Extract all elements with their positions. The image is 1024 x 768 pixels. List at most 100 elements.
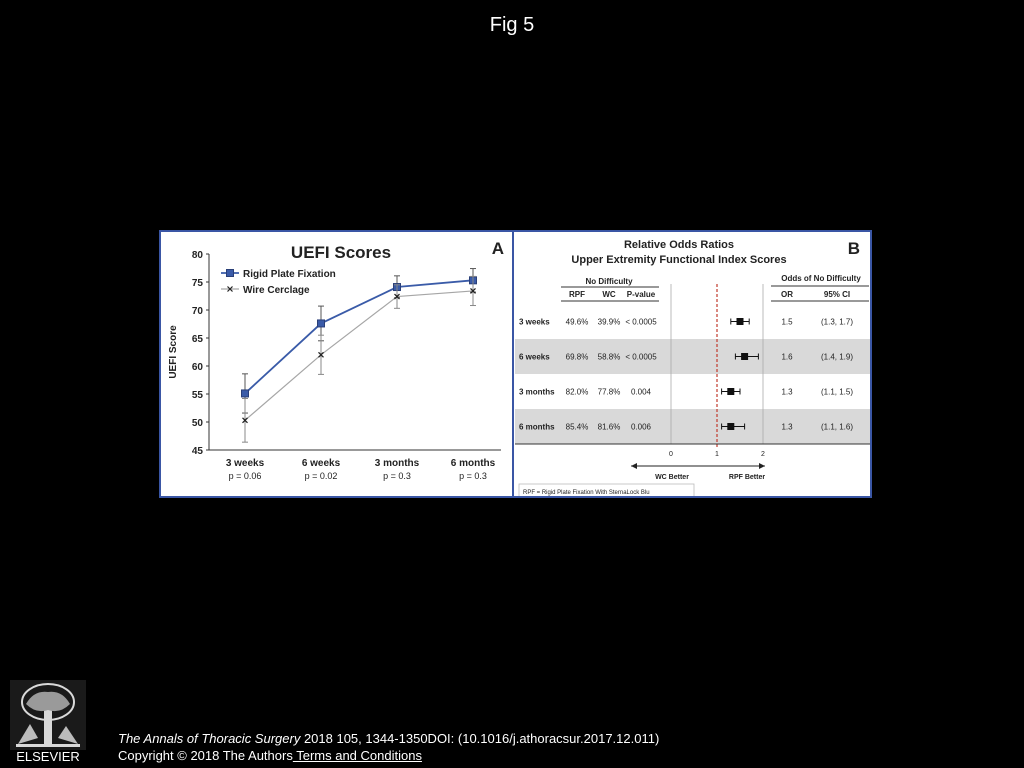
row-label: 3 months (519, 388, 555, 397)
panel-b-odds-ratio-table: Relative Odds Ratios Upper Extremity Func… (515, 239, 870, 496)
row-label: 3 weeks (519, 318, 550, 327)
forest-tick-label: 1 (715, 451, 719, 458)
cell-p-value: 0.006 (631, 423, 652, 432)
footnotes-box (518, 483, 695, 496)
data-point-wire-cerclage (394, 293, 400, 300)
cell-wc: 39.9% (598, 318, 621, 327)
copyright-text: Copyright © 2018 The Authors (118, 748, 293, 763)
chart-a-y-tick-label: 75 (192, 278, 204, 289)
chart-a-y-axis-label: UEFI Score (168, 325, 179, 379)
chart-a-y-tick-label: 50 (192, 418, 204, 429)
table-row: 6 months 85.4% 81.6% 0.006 1.3 (1.1, 1.6) (519, 423, 853, 432)
cell-rpf: 69.8% (566, 353, 589, 362)
data-point-wire-cerclage (470, 288, 476, 294)
cell-p-value: < 0.0005 (625, 353, 657, 362)
elsevier-logo: ELSEVIER (10, 680, 86, 764)
cell-ci: (1.1, 1.6) (821, 423, 853, 432)
chart-a-x-tick-label: 6 months (451, 458, 496, 469)
chart-a-p-value: p = 0.3 (383, 471, 411, 481)
series-line-rigid-plate-fixation (244, 279, 474, 395)
group-header-odds: Odds of No Difficulty (781, 274, 861, 283)
chart-b-title: Relative Odds Ratios (624, 239, 734, 251)
data-point-x-stroke (394, 293, 400, 300)
footnote: RPF = Rigid Plate Fixation With SternaLo… (523, 490, 650, 496)
row-label: 6 months (519, 423, 555, 432)
cell-rpf: 82.0% (566, 388, 589, 397)
or-marker (736, 318, 744, 325)
cell-ci: (1.1, 1.5) (821, 388, 853, 397)
chart-a-y-tick-label: 45 (192, 446, 204, 457)
figure-5: UEFI Scores A 45 50 55 60 65 70 75 80 UEFI Score 3 … (159, 230, 872, 498)
data-point-rigid-plate-fixation (317, 319, 325, 328)
legend-marker-wire-cerclage (227, 286, 233, 292)
wc-better-label: WC Better (655, 474, 689, 481)
citation-line: The Annals of Thoracic Surgery 2018 105,… (118, 731, 659, 746)
chart-b-subtitle: Upper Extremity Functional Index Scores (571, 254, 786, 266)
panel-b-letter: B (848, 239, 860, 258)
citation-details: 2018 105, 1344-1350DOI: (10.1016/j.athor… (300, 731, 660, 746)
legend-marker-rigid-plate-fixation (226, 269, 234, 277)
chart-a-x-tick-label: 3 months (375, 458, 420, 469)
column-header: RPF (569, 290, 585, 299)
panel-a-letter: A (492, 239, 504, 258)
table-row: 3 months 82.0% 77.8% 0.004 1.3 (1.1, 1.5) (519, 388, 853, 397)
chart-a-y-tick-label: 70 (192, 306, 204, 317)
chart-a-p-value: p = 0.06 (229, 471, 262, 481)
elsevier-logo-text: ELSEVIER (16, 749, 80, 764)
cell-wc: 58.8% (598, 353, 621, 362)
rpf-better-label: RPF Better (729, 474, 765, 481)
column-header: OR (781, 290, 793, 299)
slide-title: Fig 5 (489, 14, 535, 36)
group-header-no-difficulty: No Difficulty (585, 277, 633, 286)
or-marker (741, 353, 749, 360)
data-point-wire-cerclage (242, 417, 248, 424)
column-header: WC (602, 290, 616, 299)
copyright-line: Copyright © 2018 The Authors Terms and C… (118, 748, 422, 763)
chart-a-y-tick-label: 60 (192, 362, 204, 373)
cell-rpf: 49.6% (566, 318, 589, 327)
forest-tick-label: 0 (669, 451, 673, 458)
chart-a-p-value: p = 0.3 (459, 471, 487, 481)
series-line-wire-cerclage (244, 290, 474, 421)
chart-a-legend: Rigid Plate Fixation Wire Cerclage (221, 269, 336, 296)
data-point-x-stroke (470, 288, 476, 294)
cell-or: 1.6 (781, 353, 793, 362)
data-point-rigid-plate-fixation (241, 389, 249, 398)
or-marker (727, 423, 735, 430)
table-row: 3 weeks 49.6% 39.9% < 0.0005 1.5 (1.3, 1.7) (519, 318, 853, 327)
cell-rpf: 85.4% (566, 423, 589, 432)
direction-arrow-head-left (631, 463, 637, 469)
chart-a-y-tick-label: 55 (192, 390, 204, 401)
data-point-wire-cerclage (318, 351, 324, 358)
cell-p-value: 0.004 (631, 388, 652, 397)
data-point-x-stroke (318, 351, 324, 358)
cell-p-value: < 0.0005 (625, 318, 657, 327)
panel-divider (512, 232, 514, 496)
table-row: 6 weeks 69.8% 58.8% < 0.0005 1.6 (1.4, 1.9) (519, 353, 853, 362)
legend-label-rigid-plate-fixation: Rigid Plate Fixation (243, 269, 336, 280)
chart-a-x-tick-label: 6 weeks (302, 458, 341, 469)
chart-a-y-tick-label: 80 (192, 250, 204, 261)
or-marker (727, 388, 735, 395)
column-header: P-value (627, 290, 656, 299)
column-header: 95% CI (824, 290, 850, 299)
chart-a-y-tick-label: 65 (192, 334, 204, 345)
chart-a-title: UEFI Scores (291, 243, 391, 262)
cell-wc: 81.6% (598, 423, 621, 432)
data-point-x-stroke (242, 417, 248, 424)
legend-label-wire-cerclage: Wire Cerclage (243, 285, 310, 296)
direction-arrow-head-right (759, 463, 765, 469)
terms-and-conditions-link[interactable]: Terms and Conditions (292, 748, 422, 763)
cell-or: 1.3 (781, 423, 793, 432)
panel-a-uefi-line-chart: UEFI Scores A 45 50 55 60 65 70 75 80 UEFI Score 3 … (168, 239, 504, 481)
cell-or: 1.3 (781, 388, 793, 397)
chart-a-p-value: p = 0.02 (305, 471, 338, 481)
cell-wc: 77.8% (598, 388, 621, 397)
cell-or: 1.5 (781, 318, 793, 327)
cell-ci: (1.4, 1.9) (821, 353, 853, 362)
forest-tick-label: 2 (761, 451, 765, 458)
journal-name: The Annals of Thoracic Surgery (118, 731, 301, 746)
row-label: 6 weeks (519, 353, 550, 362)
cell-ci: (1.3, 1.7) (821, 318, 853, 327)
row-shading (515, 409, 870, 444)
